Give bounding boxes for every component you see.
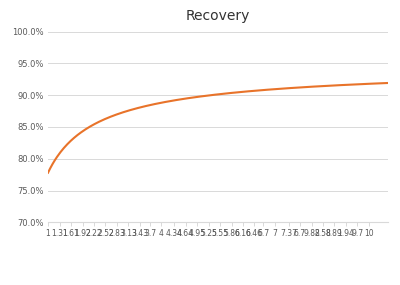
Recovery xyxy=(386,81,390,85)
Recovery xyxy=(332,84,337,87)
Line: Recovery: Recovery xyxy=(48,83,388,173)
Recovery xyxy=(254,89,258,92)
Recovery xyxy=(47,169,52,172)
Recovery xyxy=(354,83,358,86)
Legend: Recovery: Recovery xyxy=(182,283,254,285)
Recovery xyxy=(247,89,252,93)
Recovery xyxy=(46,171,50,174)
Title: Recovery: Recovery xyxy=(186,9,250,23)
Recovery xyxy=(248,89,253,93)
